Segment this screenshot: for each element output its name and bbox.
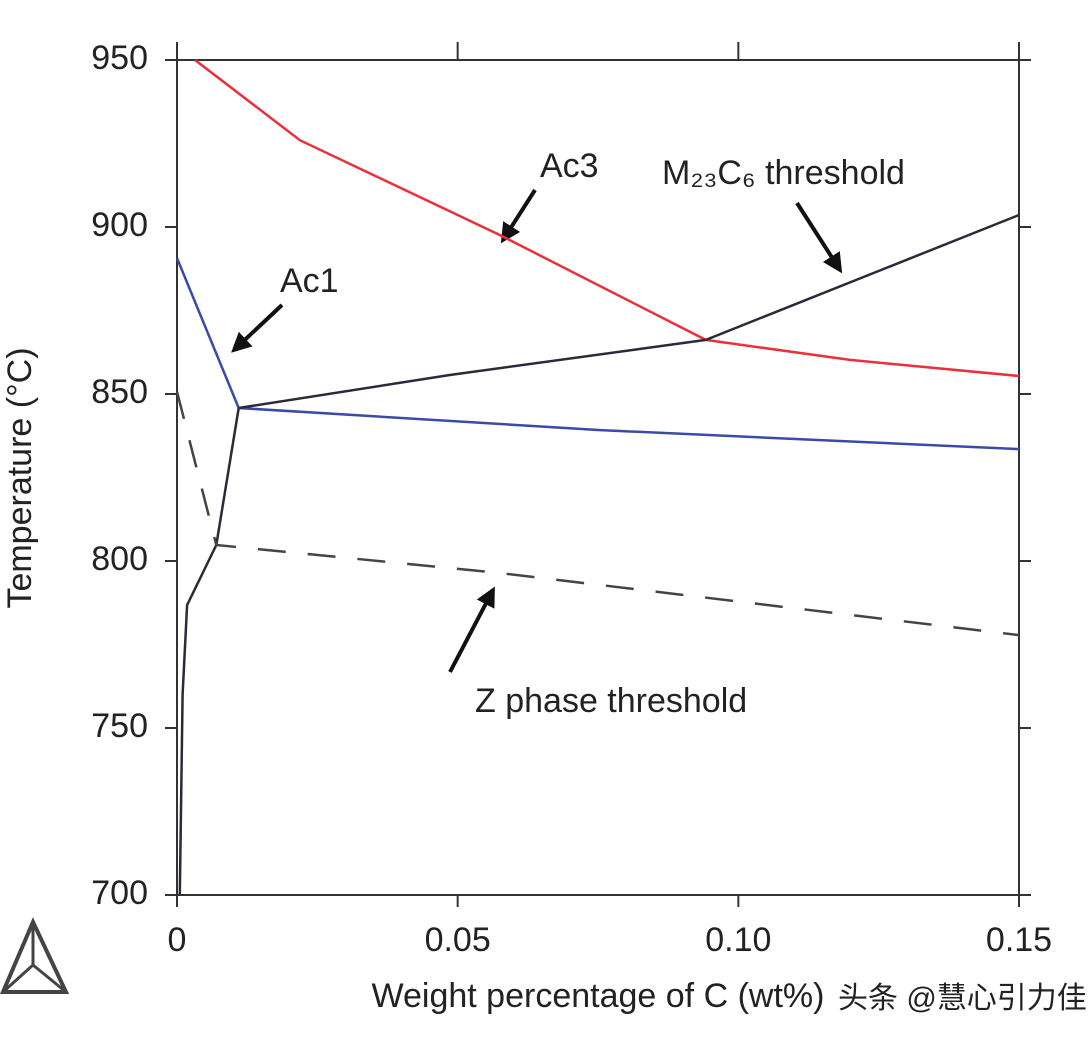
plot-frame bbox=[176, 59, 1020, 896]
x-axis-label: Weight percentage of C (wt%) bbox=[372, 977, 825, 1015]
logo-line bbox=[32, 963, 67, 994]
y-tick-label: 800 bbox=[91, 540, 148, 578]
arrows bbox=[231, 188, 843, 673]
arrow bbox=[500, 188, 537, 244]
x-tick-label: 0.15 bbox=[986, 921, 1052, 959]
y-tick-label: 700 bbox=[91, 874, 148, 912]
y-tick-label: 750 bbox=[91, 707, 148, 745]
x-tick-label: 0.05 bbox=[425, 921, 491, 959]
x-tick-label: 0.10 bbox=[705, 921, 771, 959]
series-annotation: Z phase threshold bbox=[475, 682, 747, 720]
series-line bbox=[238, 213, 1020, 410]
y-tick-label: 900 bbox=[91, 206, 148, 244]
arrow bbox=[448, 586, 495, 673]
series-annotation: Ac1 bbox=[280, 262, 339, 300]
arrow bbox=[231, 303, 284, 353]
series-line bbox=[175, 257, 1020, 451]
series-line bbox=[194, 59, 1020, 378]
y-tick-label: 850 bbox=[91, 373, 148, 411]
series-annotation: Ac3 bbox=[540, 147, 599, 185]
logo-outline bbox=[0, 917, 70, 994]
series-annotation: M₂₃C₆ threshold bbox=[662, 154, 905, 192]
y-axis-label: Temperature (°C) bbox=[1, 347, 39, 608]
arrow bbox=[795, 201, 843, 274]
watermark: 头条 @慧心引力佳 bbox=[838, 982, 1087, 1015]
series-line bbox=[175, 391, 1020, 637]
series-line bbox=[178, 407, 240, 896]
y-tick-label: 950 bbox=[91, 39, 148, 77]
x-tick-label: 0 bbox=[168, 921, 187, 959]
logo bbox=[0, 917, 70, 994]
